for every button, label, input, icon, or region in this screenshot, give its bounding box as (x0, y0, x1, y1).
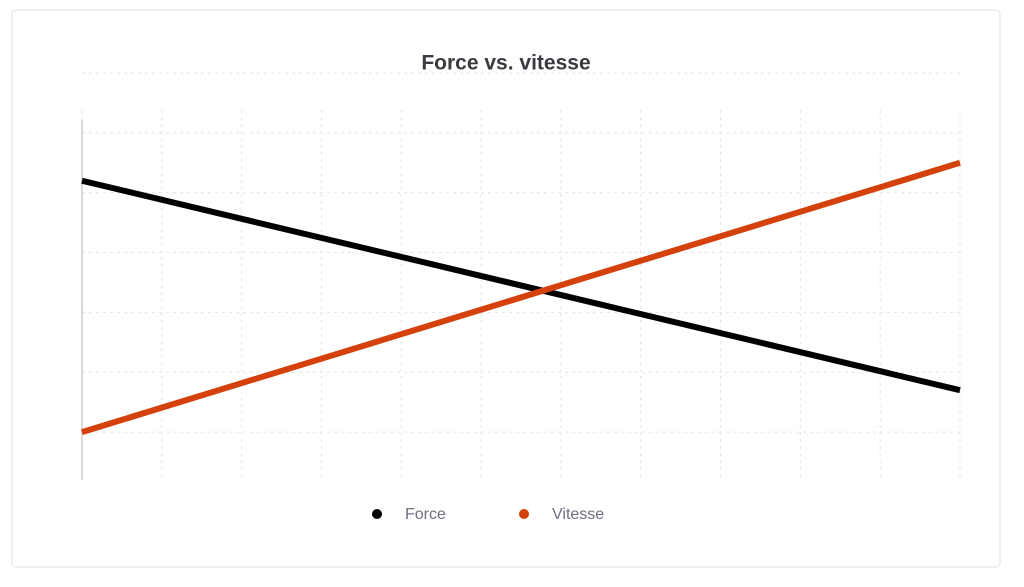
series-line (81, 177, 961, 394)
legend-label: Force (405, 506, 446, 523)
legend: Force Vitesse (372, 506, 604, 523)
chart-title: Force vs. vitesse (421, 52, 590, 75)
series-line (81, 159, 961, 435)
plot (81, 159, 961, 435)
card (11, 9, 1001, 568)
legend-marker (519, 509, 529, 519)
legend-label: Vitesse (552, 506, 604, 523)
legend-marker (372, 509, 382, 519)
